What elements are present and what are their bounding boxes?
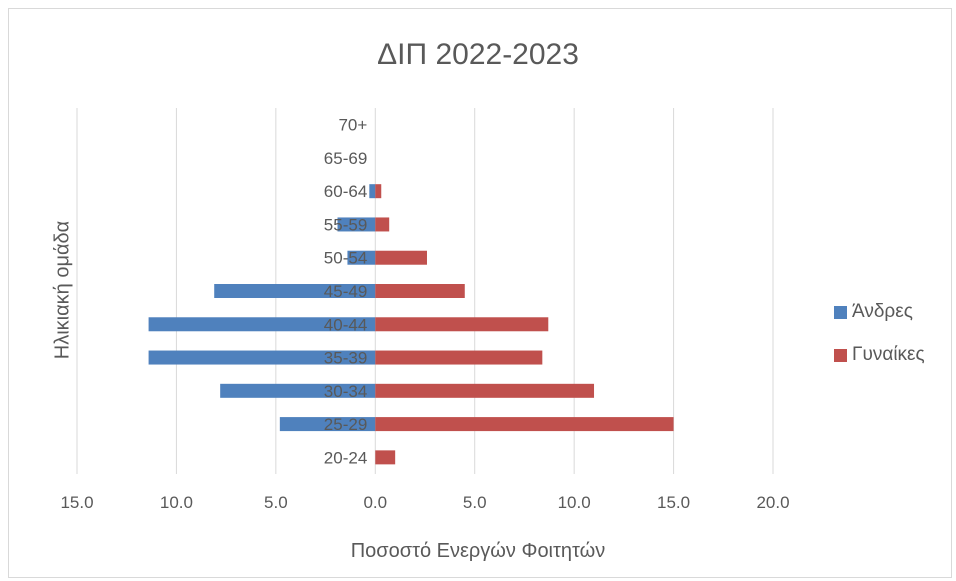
legend: Άνδρες Γυναίκες <box>834 298 925 384</box>
y-tick-label: 40-44 <box>324 315 367 334</box>
y-tick-label: 70+ <box>338 116 367 135</box>
chart-area <box>8 8 952 578</box>
bar-women-25-29 <box>375 417 674 432</box>
legend-item-men: Άνδρες <box>834 298 925 326</box>
bar-women-30-34 <box>375 383 595 398</box>
x-axis-title: Ποσοστό Ενεργών Φοιτητών <box>350 540 606 562</box>
bar-women-40-44 <box>375 317 549 332</box>
y-tick-label: 50-54 <box>324 249 367 268</box>
bar-women-50-54 <box>375 250 427 265</box>
x-tick-label: 10.0 <box>160 493 193 512</box>
bar-women-35-39 <box>375 350 543 365</box>
x-tick-label: 10.0 <box>558 493 591 512</box>
legend-item-women: Γυναίκες <box>834 341 925 369</box>
bar-men-45-49 <box>214 284 376 298</box>
bar-men-40-44 <box>148 317 376 332</box>
legend-label-women: Γυναίκες <box>852 344 925 365</box>
y-tick-label: 20-24 <box>324 448 367 467</box>
x-tick-label: 20.0 <box>756 493 789 512</box>
bar-men-30-34 <box>220 383 376 398</box>
legend-swatch-women <box>834 348 847 362</box>
legend-label-men: Άνδρες <box>852 301 913 322</box>
chart-title: ΔΙΠ 2022-2023 <box>377 38 579 71</box>
bar-women-45-49 <box>375 284 465 298</box>
y-tick-label: 65-69 <box>324 149 367 168</box>
bar-men-50-54 <box>347 250 376 265</box>
bar-men-55-59 <box>337 217 376 232</box>
bar-women-20-24 <box>375 450 396 465</box>
y-tick-label: 45-49 <box>324 282 367 301</box>
y-tick-label: 25-29 <box>324 415 367 434</box>
x-tick-label: 5.0 <box>264 493 288 512</box>
x-tick-label: 15.0 <box>60 493 93 512</box>
x-tick-label: 15.0 <box>657 493 690 512</box>
y-tick-label: 35-39 <box>324 349 367 368</box>
legend-swatch-men <box>834 305 847 319</box>
y-tick-label: 60-64 <box>324 182 367 201</box>
x-tick-label: 0.0 <box>363 493 387 512</box>
bar-women-60-64 <box>375 184 382 199</box>
x-tick-label: 5.0 <box>463 493 487 512</box>
bar-women-55-59 <box>375 217 390 232</box>
bar-men-25-29 <box>279 417 376 432</box>
y-tick-label: 55-59 <box>324 215 367 234</box>
y-tick-label: 30-34 <box>324 382 367 401</box>
bar-men-35-39 <box>148 350 376 365</box>
bar-men-60-64 <box>369 184 376 199</box>
